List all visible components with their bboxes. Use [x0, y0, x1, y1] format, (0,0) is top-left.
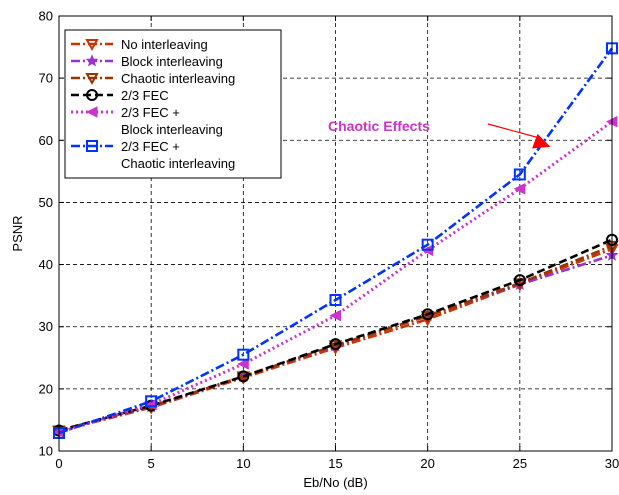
- annotation-label: Chaotic Effects: [328, 118, 430, 134]
- x-tick-label: 10: [236, 456, 250, 471]
- legend-entry-2: Block interleaving: [71, 54, 223, 69]
- legend-entry-3: Chaotic interleaving: [71, 71, 235, 86]
- series-4-line: [58, 238, 613, 432]
- series-3-point: [328, 340, 343, 353]
- legend-entry-5: 2/3 FEC + Block interleaving: [71, 105, 223, 137]
- series-4-point: [329, 338, 342, 351]
- legend-marker-sample: [86, 140, 98, 152]
- y-tick-label: 10: [39, 444, 53, 459]
- x-tick-label: 15: [328, 456, 342, 471]
- series-4-point: [513, 274, 526, 287]
- annotation-arrow-line: [487, 123, 542, 140]
- series-6-point: [421, 238, 434, 251]
- x-tick-label: 30: [605, 456, 619, 471]
- legend-label: Block interleaving: [121, 122, 223, 137]
- legend-label: Chaotic interleaving: [121, 71, 235, 86]
- legend-marker-sample: [85, 73, 99, 86]
- legend-label: 2/3 FEC +: [121, 105, 180, 120]
- legend-marker-sample: [85, 54, 99, 67]
- series-6-point: [145, 395, 158, 408]
- chaotic-effects-annotation: Chaotic Effects: [328, 118, 551, 149]
- series-6-point: [513, 168, 526, 181]
- series-5-point: [237, 358, 249, 370]
- y-tick-label: 50: [39, 195, 53, 210]
- series-4-point: [237, 370, 250, 383]
- plot-series: [52, 42, 619, 439]
- x-tick-label: 5: [148, 456, 155, 471]
- legend-entry-4: 2/3 FEC: [71, 88, 169, 103]
- legend: No interleaving Block interleaving Chaotic…: [64, 29, 282, 179]
- x-tick-label: 20: [420, 456, 434, 471]
- series-6-point: [329, 293, 342, 306]
- series-5-point: [513, 182, 526, 195]
- y-axis-label: PSNR: [10, 215, 25, 251]
- y-tick-label: 80: [39, 9, 53, 24]
- y-tick-label: 20: [39, 381, 53, 396]
- legend-label: 2/3 FEC: [121, 88, 169, 103]
- y-tick-label: 70: [39, 71, 53, 86]
- series-4-point: [421, 308, 434, 321]
- series-5-point: [329, 309, 341, 322]
- x-tick-label: 0: [55, 456, 62, 471]
- legend-label: Block interleaving: [121, 54, 223, 69]
- series-6-line: [58, 47, 614, 435]
- legend-entry-6: 2/3 FEC + Chaotic interleaving: [71, 139, 235, 171]
- y-tick-label: 60: [39, 133, 53, 148]
- series-6-point: [237, 348, 250, 361]
- legend-entry-1: No interleaving: [71, 37, 208, 52]
- legend-label: No interleaving: [121, 37, 208, 52]
- y-tick-label: 40: [39, 257, 53, 272]
- series-6: [53, 42, 618, 439]
- legend-marker-sample: [86, 89, 98, 101]
- legend-marker-sample: [85, 39, 99, 52]
- legend-label: 2/3 FEC +: [121, 139, 180, 154]
- y-tick-label: 30: [39, 319, 53, 334]
- legend-marker-sample: [85, 106, 98, 118]
- annotation-arrow-head: [532, 133, 551, 149]
- series-3-point: [420, 311, 435, 324]
- legend-label: Chaotic interleaving: [121, 156, 235, 171]
- legend-box: [64, 29, 282, 179]
- axis-ticks: 0 5 10 15 20 25 30 10 20 30 40 50 60 70 80: [39, 9, 619, 472]
- x-tick-label: 25: [513, 456, 527, 471]
- x-axis-label: Eb/No (dB): [303, 475, 367, 490]
